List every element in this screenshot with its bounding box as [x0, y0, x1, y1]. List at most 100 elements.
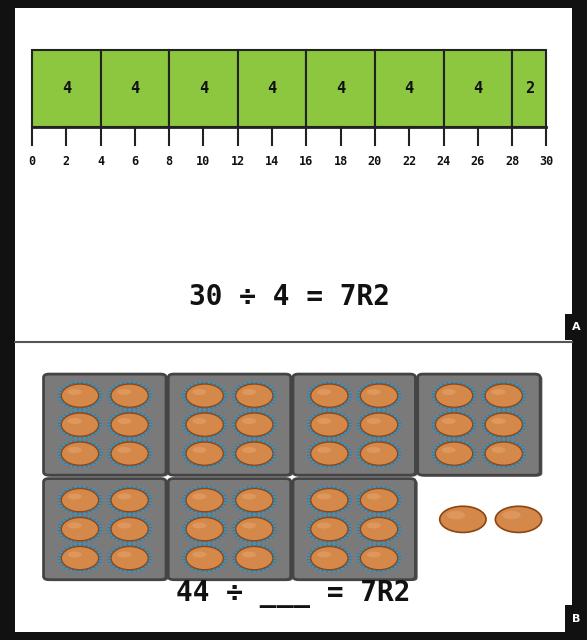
- Ellipse shape: [236, 442, 273, 465]
- Circle shape: [232, 560, 235, 562]
- Circle shape: [365, 463, 367, 465]
- Ellipse shape: [236, 547, 273, 570]
- Circle shape: [390, 488, 393, 490]
- Circle shape: [386, 412, 390, 413]
- Circle shape: [507, 466, 510, 468]
- Circle shape: [123, 486, 127, 488]
- Circle shape: [308, 554, 311, 556]
- Circle shape: [74, 437, 77, 439]
- Circle shape: [203, 515, 206, 516]
- Circle shape: [515, 384, 518, 386]
- Ellipse shape: [186, 488, 223, 511]
- Ellipse shape: [236, 518, 273, 541]
- Circle shape: [83, 440, 86, 442]
- Circle shape: [253, 515, 256, 516]
- Circle shape: [133, 570, 136, 572]
- Circle shape: [382, 466, 385, 468]
- Circle shape: [60, 418, 63, 420]
- Circle shape: [262, 545, 265, 547]
- Circle shape: [99, 395, 102, 397]
- Circle shape: [396, 505, 399, 507]
- Circle shape: [65, 384, 69, 386]
- Circle shape: [323, 544, 326, 546]
- Circle shape: [309, 418, 312, 420]
- Circle shape: [482, 450, 485, 452]
- Circle shape: [183, 560, 186, 562]
- Circle shape: [187, 432, 190, 434]
- Text: B: B: [572, 614, 580, 624]
- Circle shape: [482, 420, 485, 422]
- Circle shape: [107, 528, 110, 530]
- Circle shape: [269, 548, 272, 550]
- Circle shape: [184, 447, 187, 449]
- Circle shape: [184, 493, 187, 495]
- Circle shape: [222, 447, 225, 449]
- Circle shape: [141, 435, 144, 436]
- Circle shape: [373, 410, 376, 412]
- Ellipse shape: [236, 488, 273, 511]
- Circle shape: [244, 465, 247, 467]
- Circle shape: [473, 397, 476, 399]
- Circle shape: [273, 397, 276, 399]
- Circle shape: [357, 420, 360, 422]
- Circle shape: [149, 528, 152, 530]
- Circle shape: [99, 397, 102, 399]
- Circle shape: [95, 508, 98, 509]
- Circle shape: [92, 384, 95, 386]
- Circle shape: [123, 381, 127, 383]
- Circle shape: [434, 459, 437, 460]
- Circle shape: [97, 418, 100, 420]
- Circle shape: [58, 392, 61, 394]
- Circle shape: [507, 381, 510, 383]
- Circle shape: [444, 465, 447, 467]
- Circle shape: [269, 491, 272, 493]
- Circle shape: [394, 520, 397, 522]
- Circle shape: [128, 408, 131, 410]
- Circle shape: [361, 415, 365, 417]
- Circle shape: [359, 447, 362, 449]
- Circle shape: [133, 437, 136, 439]
- Circle shape: [95, 520, 98, 522]
- Circle shape: [486, 461, 489, 463]
- Text: 18: 18: [333, 156, 348, 168]
- Circle shape: [323, 466, 326, 468]
- Circle shape: [137, 440, 140, 442]
- Circle shape: [448, 440, 451, 442]
- Circle shape: [337, 545, 340, 547]
- Text: 24: 24: [436, 156, 451, 168]
- Circle shape: [348, 420, 351, 422]
- Circle shape: [232, 395, 235, 397]
- Ellipse shape: [107, 544, 151, 572]
- Circle shape: [65, 510, 69, 512]
- Circle shape: [187, 537, 190, 538]
- Ellipse shape: [317, 552, 331, 557]
- Circle shape: [244, 407, 247, 409]
- Circle shape: [258, 381, 261, 383]
- Ellipse shape: [183, 486, 227, 514]
- Circle shape: [212, 383, 215, 385]
- Circle shape: [386, 436, 390, 438]
- Circle shape: [309, 447, 312, 449]
- Circle shape: [436, 386, 439, 388]
- Circle shape: [396, 429, 399, 431]
- Circle shape: [346, 505, 350, 507]
- Circle shape: [457, 408, 460, 410]
- Ellipse shape: [360, 384, 397, 407]
- Circle shape: [473, 392, 476, 394]
- Circle shape: [62, 491, 65, 493]
- Ellipse shape: [491, 389, 505, 395]
- Ellipse shape: [495, 506, 542, 532]
- Circle shape: [220, 432, 222, 434]
- Ellipse shape: [311, 488, 348, 511]
- Circle shape: [108, 554, 111, 556]
- Circle shape: [109, 447, 112, 449]
- Circle shape: [65, 568, 69, 570]
- Circle shape: [394, 491, 397, 493]
- Bar: [565, 605, 587, 632]
- Circle shape: [108, 427, 111, 429]
- Circle shape: [269, 415, 272, 417]
- Circle shape: [133, 440, 136, 442]
- Circle shape: [436, 444, 439, 446]
- Circle shape: [328, 543, 331, 545]
- Circle shape: [522, 427, 525, 429]
